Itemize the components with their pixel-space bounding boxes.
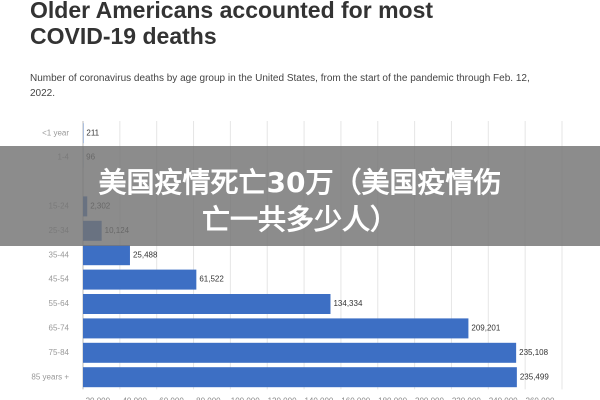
bar (83, 269, 197, 290)
value-label: 25,488 (133, 250, 158, 259)
x-tick-label: 260,000 (526, 397, 555, 400)
value-label: 211 (86, 128, 99, 137)
y-tick-label: 65-74 (49, 324, 70, 333)
x-tick-label: 140,000 (304, 397, 333, 400)
chart-subtitle: Number of coronavirus deaths by age grou… (30, 73, 533, 99)
overlay-banner (0, 146, 600, 246)
bar (83, 318, 469, 339)
x-tick-label: 20,000 (86, 397, 111, 400)
value-label: 235,108 (519, 348, 548, 357)
bar (83, 245, 130, 266)
x-tick-label: 240,000 (489, 397, 518, 400)
y-tick-label: <1 year (42, 128, 69, 137)
x-tick-label: 160,000 (341, 397, 370, 400)
x-tick-label: 80,000 (196, 397, 221, 400)
bar (83, 342, 517, 363)
chart-title: Older Americans accounted for most COVID… (30, 0, 439, 49)
x-tick-label: 100,000 (231, 397, 260, 400)
x-tick-label: 60,000 (159, 397, 184, 400)
x-tick-label: 220,000 (452, 397, 481, 400)
y-tick-label: 75-84 (49, 348, 70, 357)
x-tick-label: 40,000 (122, 397, 147, 400)
bar (83, 367, 517, 388)
overlay-text: 美国疫情死亡30万（美国疫情伤 (99, 166, 502, 199)
value-label: 134,334 (333, 299, 362, 308)
x-tick-label: 200,000 (415, 397, 444, 400)
y-tick-label: 45-54 (49, 275, 70, 284)
value-label: 235,499 (520, 372, 549, 381)
y-tick-label: 85 years + (31, 372, 69, 381)
x-tick-label: 180,000 (378, 397, 407, 400)
value-label: 209,201 (471, 324, 500, 333)
value-label: 61,522 (199, 275, 224, 284)
y-tick-label: 55-64 (49, 299, 70, 308)
x-tick-label: 120,000 (268, 397, 297, 400)
y-tick-label: 35-44 (49, 250, 70, 259)
bar (83, 294, 331, 314)
overlay-text: 亡一共多少人） (202, 203, 398, 236)
